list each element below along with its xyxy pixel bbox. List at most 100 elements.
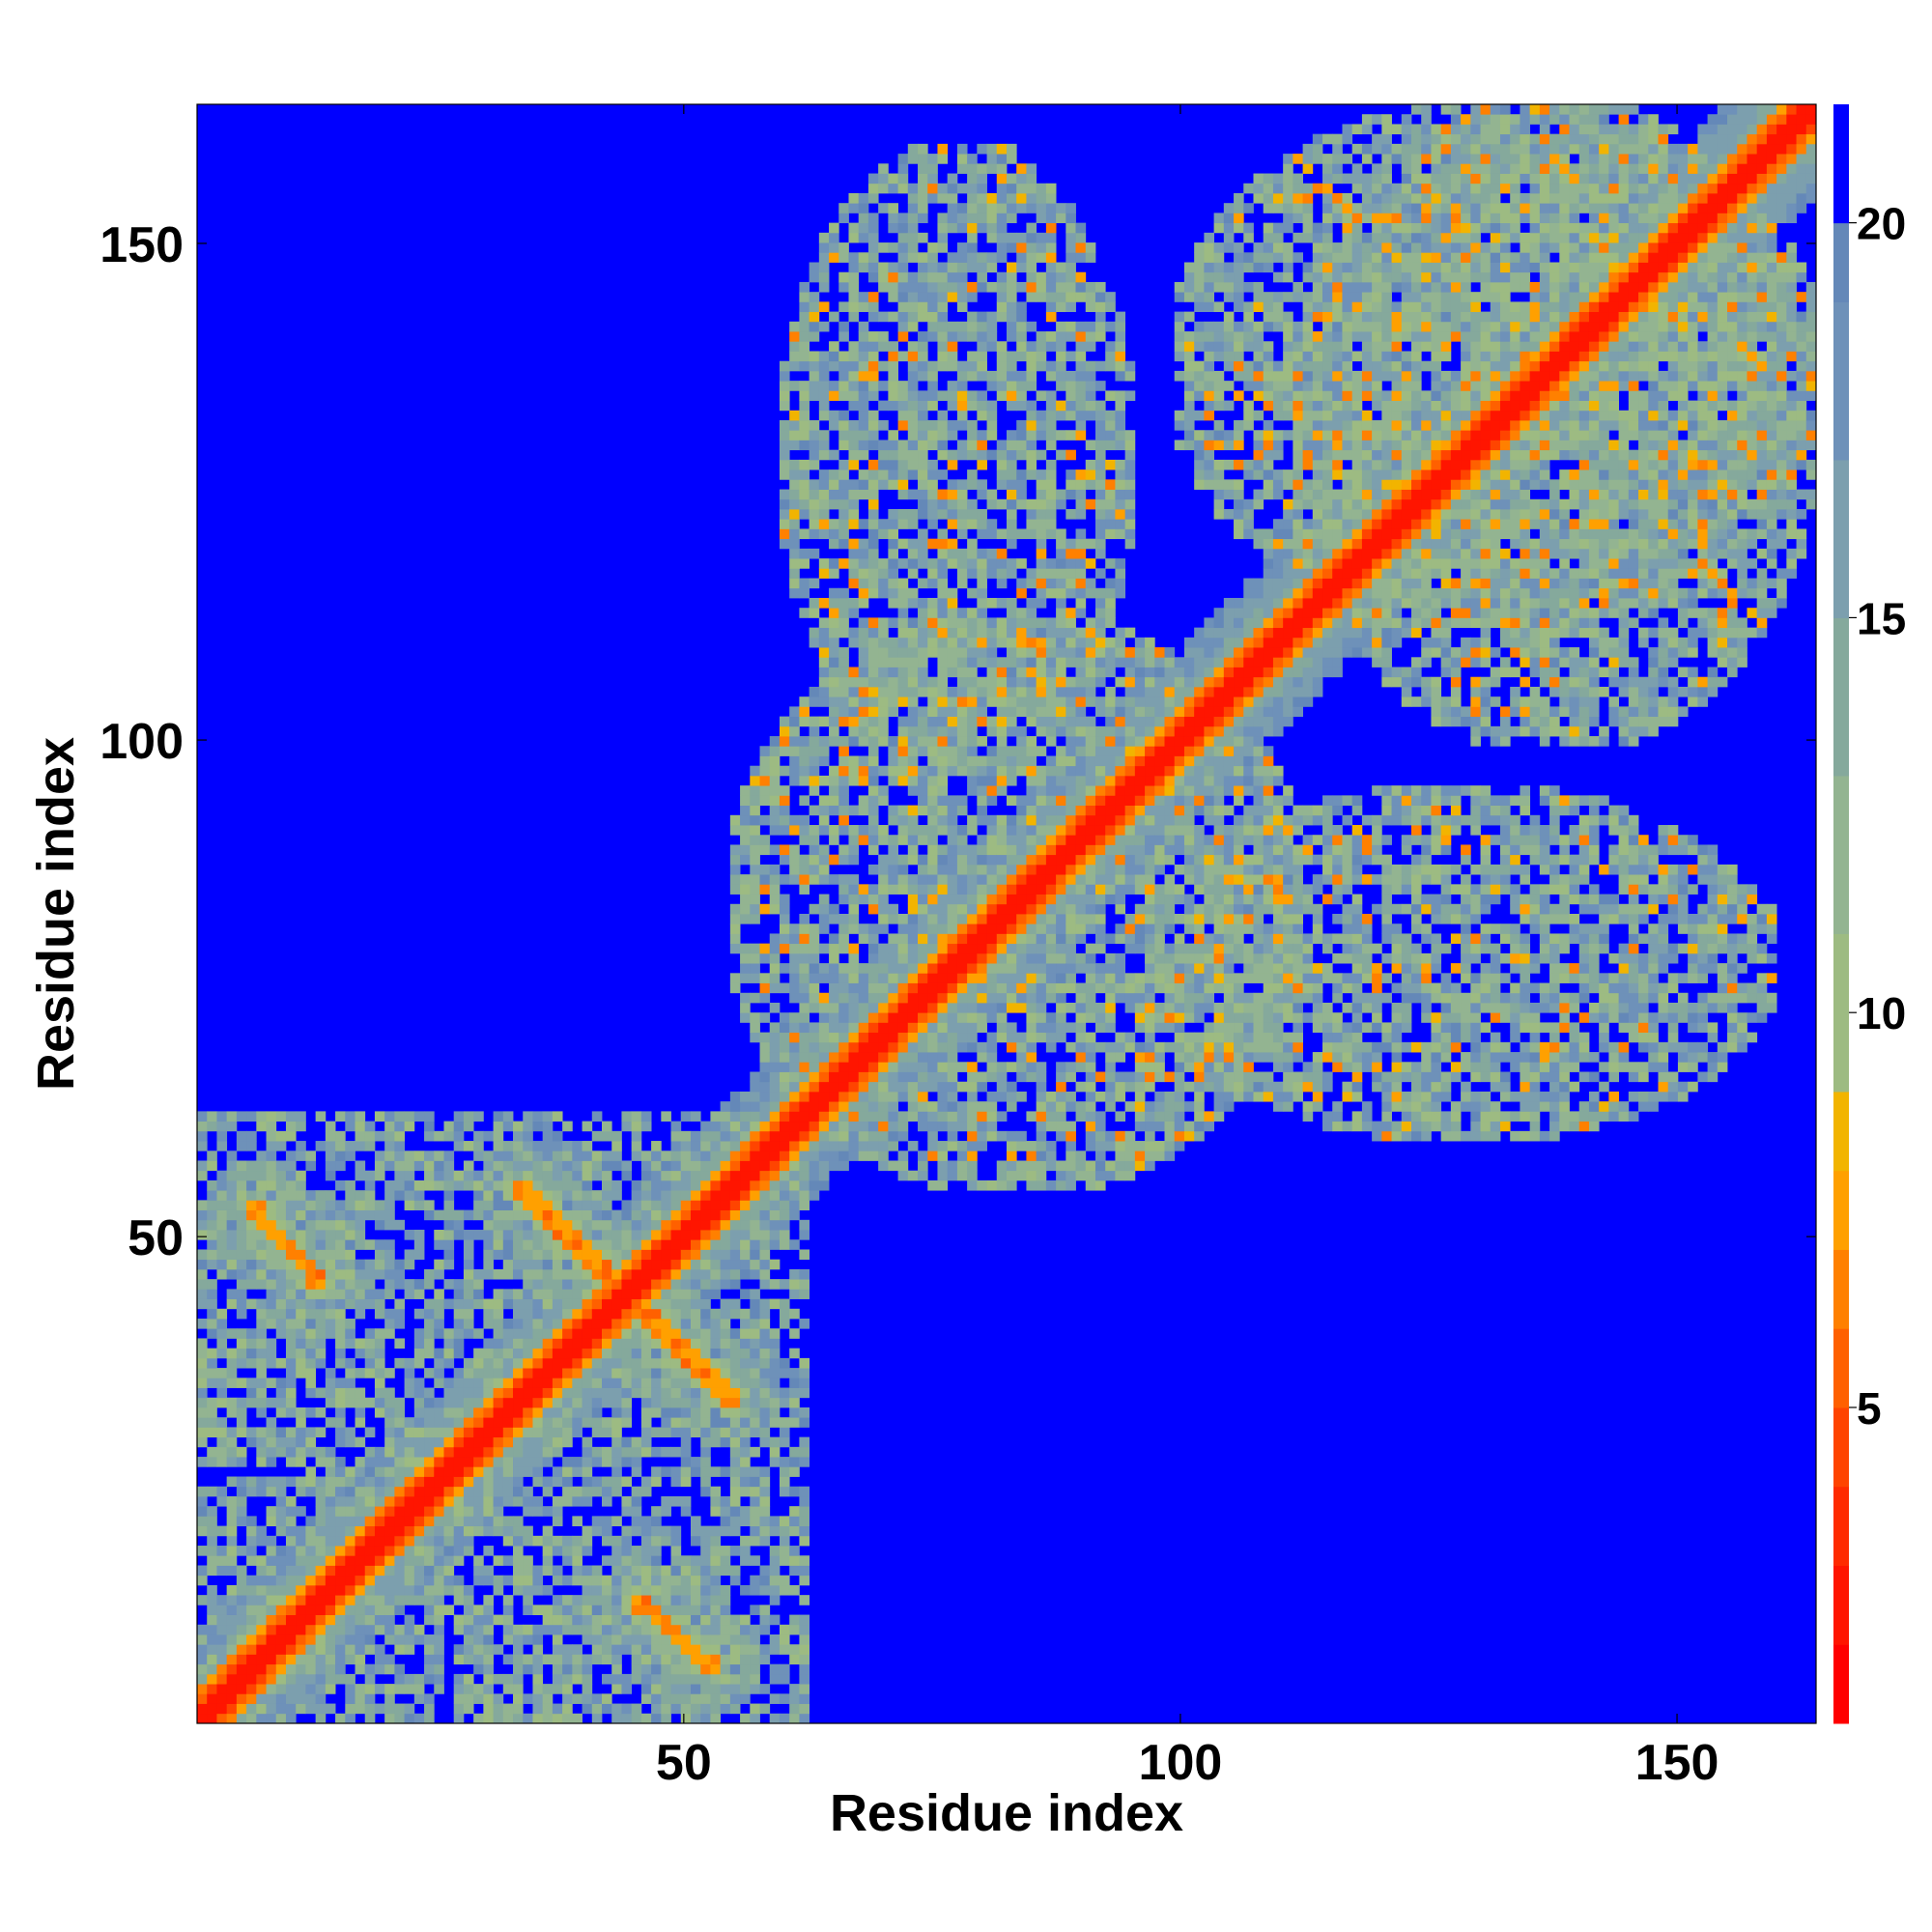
heatmap-cell: [977, 686, 987, 697]
heatmap-cell: [789, 1546, 800, 1556]
heatmap-cell: [532, 1249, 544, 1261]
heatmap-cell: [335, 1605, 346, 1615]
heatmap-cell: [384, 1584, 395, 1596]
heatmap-cell: [256, 1693, 267, 1704]
heatmap-cell: [434, 1546, 444, 1556]
heatmap-cell: [345, 1546, 355, 1556]
heatmap-cell: [907, 587, 919, 599]
heatmap-cell: [720, 1368, 731, 1378]
heatmap-cell: [473, 1495, 484, 1507]
heatmap-cell: [572, 1654, 582, 1665]
heatmap-cell: [473, 1693, 484, 1704]
heatmap-cell: [296, 1436, 306, 1448]
heatmap-cell: [384, 1634, 395, 1645]
heatmap-cell: [542, 1546, 554, 1556]
heatmap-cell: [986, 1002, 998, 1013]
heatmap-cell: [424, 1279, 435, 1290]
heatmap-cell: [947, 281, 958, 293]
heatmap-cell: [523, 1378, 533, 1388]
heatmap-cell: [602, 1121, 612, 1132]
heatmap-cell: [956, 854, 968, 866]
heatmap-cell: [818, 864, 830, 875]
heatmap-cell: [413, 1486, 425, 1497]
heatmap-cell: [670, 1525, 682, 1537]
heatmap-cell: [226, 1703, 238, 1715]
heatmap-cell: [621, 1160, 633, 1172]
heatmap-cell: [226, 1446, 238, 1458]
heatmap-cell: [848, 1081, 860, 1093]
heatmap-cell: [779, 982, 790, 994]
heatmap-cell: [355, 1170, 366, 1181]
heatmap-cell: [562, 1239, 573, 1250]
heatmap-cell: [394, 1634, 406, 1645]
heatmap-cell: [878, 1041, 889, 1053]
heatmap-cell: [602, 1584, 612, 1596]
heatmap-cell: [838, 706, 849, 718]
heatmap-cell: [611, 1328, 622, 1339]
heatmap-cell: [769, 746, 781, 756]
heatmap-cell: [838, 381, 849, 391]
heatmap-cell: [374, 1357, 385, 1369]
heatmap-cell: [867, 183, 879, 194]
heatmap-cell: [424, 1436, 435, 1448]
heatmap-cell: [967, 1002, 978, 1013]
heatmap-cell: [552, 1565, 563, 1577]
heatmap-cell: [977, 716, 987, 727]
heatmap-cell: [888, 370, 898, 382]
heatmap-cell: [434, 1516, 444, 1527]
heatmap-cell: [424, 1151, 435, 1161]
heatmap-cell: [315, 1230, 327, 1240]
heatmap-cell: [848, 548, 860, 559]
heatmap-cell: [818, 736, 830, 747]
heatmap-cell: [305, 1427, 317, 1438]
heatmap-cell: [809, 637, 820, 648]
heatmap-cell: [750, 1190, 760, 1201]
heatmap-cell: [651, 1328, 662, 1339]
heatmap-cell: [809, 1130, 820, 1142]
heatmap-cell: [473, 1417, 484, 1428]
heatmap-cell: [572, 1713, 582, 1724]
heatmap-cell: [670, 1546, 682, 1556]
heatmap-cell: [986, 1130, 998, 1142]
heatmap-cell: [236, 1259, 247, 1270]
heatmap-cell: [897, 400, 909, 412]
heatmap-cell: [937, 498, 949, 510]
heatmap-cell: [740, 1111, 751, 1122]
heatmap-cell: [374, 1703, 385, 1715]
heatmap-cell: [967, 854, 978, 866]
heatmap-cell: [789, 1328, 800, 1339]
heatmap-cell: [888, 676, 898, 688]
heatmap-cell: [789, 973, 800, 983]
heatmap-cell: [542, 1555, 554, 1566]
heatmap-cell: [690, 1357, 701, 1369]
heatmap-cell: [394, 1338, 406, 1350]
heatmap-cell: [907, 1081, 919, 1093]
heatmap-cell: [502, 1141, 514, 1151]
heatmap-cell: [335, 1417, 346, 1428]
heatmap-cell: [275, 1605, 287, 1615]
heatmap-cell: [473, 1170, 484, 1181]
heatmap-cell: [473, 1713, 484, 1724]
heatmap-cell: [867, 192, 879, 204]
heatmap-cell: [680, 1298, 692, 1310]
heatmap-cell: [918, 449, 928, 461]
heatmap-cell: [918, 440, 928, 451]
heatmap-cell: [888, 469, 898, 480]
heatmap-cell: [355, 1605, 366, 1615]
heatmap-cell: [888, 311, 898, 323]
heatmap-cell: [818, 716, 830, 727]
heatmap-cell: [413, 1190, 425, 1201]
heatmap-cell: [434, 1605, 444, 1615]
heatmap-cell: [315, 1249, 327, 1261]
heatmap-cell: [927, 825, 938, 836]
heatmap-cell: [256, 1219, 267, 1231]
heatmap-cell: [355, 1338, 366, 1350]
heatmap-cell: [947, 1130, 958, 1142]
heatmap-cell: [364, 1357, 376, 1369]
heatmap-cell: [562, 1575, 573, 1586]
heatmap-cell: [700, 1279, 711, 1290]
heatmap-cell: [818, 676, 830, 688]
heatmap-cell: [759, 1091, 771, 1102]
heatmap-cell: [680, 1584, 692, 1596]
heatmap-cell: [947, 1160, 958, 1172]
